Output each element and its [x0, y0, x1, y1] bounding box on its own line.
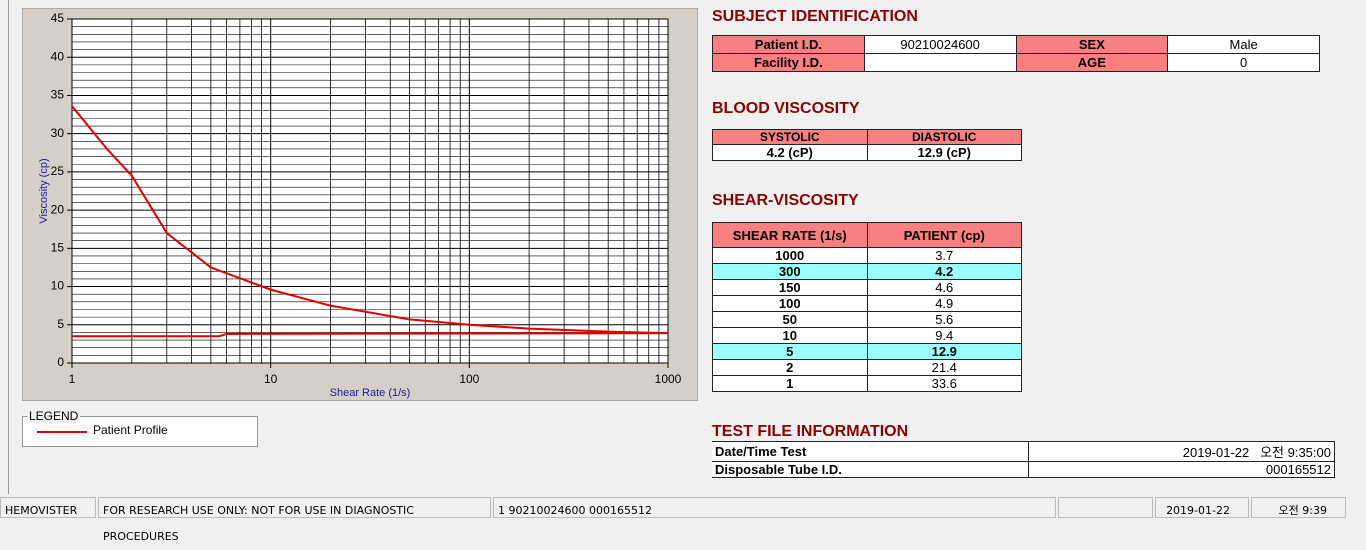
table-cell: 4.6	[866, 279, 1022, 296]
table-row: 100 4.9	[712, 295, 1022, 312]
table-cell: 300	[712, 263, 868, 280]
frame-edge	[8, 0, 9, 494]
plot-area	[72, 19, 668, 363]
x-tick-label: 10	[264, 372, 278, 386]
value-cell: 4.2 (cP)	[712, 144, 868, 161]
field-value: 90210024600	[863, 35, 1017, 54]
x-tick-label: 1000	[655, 372, 682, 386]
section-title: TEST FILE INFORMATION	[712, 423, 909, 440]
subject-table: Patient I.D. 90210024600 SEX Male Facility I…	[712, 35, 1320, 72]
field-label: SEX	[1015, 35, 1169, 54]
field-value: 000165512	[1028, 461, 1335, 478]
y-tick-label: 5	[57, 317, 64, 331]
table-cell: 50	[712, 311, 868, 328]
column-header: SHEAR RATE (1/s)	[712, 222, 868, 248]
status-panel: 오전 9:39	[1251, 497, 1346, 518]
table-row: 5 12.9	[712, 343, 1022, 360]
legend-title: LEGEND	[27, 409, 81, 423]
test-table: Date/Time Test 2019-01-22 오전 9:35:00 Dispo…	[712, 441, 1335, 478]
table-cell: 12.9	[866, 343, 1022, 360]
field-label: Patient I.D.	[712, 35, 865, 54]
field-value	[863, 53, 1017, 72]
page: 0 5 10 15 20 25 30 35 40 45 1 10 100 1000 Shear Rate (…	[0, 0, 1346, 543]
section-title: BLOOD VISCOSITY	[712, 100, 860, 117]
table-cell: 4.9	[866, 295, 1022, 312]
table-row: SHEAR RATE (1/s) PATIENT (cp)	[712, 222, 1022, 248]
y-tick-label: 0	[57, 355, 64, 369]
data-line	[72, 332, 669, 338]
chart: 0 5 10 15 20 25 30 35 40 45 1 10 100 1000 Shear Rate (…	[22, 8, 698, 401]
value-cell: 12.9 (cP)	[866, 144, 1022, 161]
status-panel	[1058, 497, 1153, 518]
table-row: Disposable Tube I.D. 000165512	[712, 461, 1335, 478]
table-cell: 21.4	[866, 359, 1022, 376]
y-tick-label: 15	[51, 241, 65, 255]
table-row: 2 21.4	[712, 359, 1022, 376]
table-row: 10 9.4	[712, 327, 1022, 344]
table-cell: 2	[712, 359, 868, 376]
table-row: 1000 3.7	[712, 247, 1022, 264]
table-row: Facility I.D. AGE 0	[712, 53, 1320, 72]
table-cell: 3.7	[866, 247, 1022, 264]
table-row: 4.2 (cP) 12.9 (cP)	[712, 144, 1022, 161]
y-tick-label: 30	[51, 126, 65, 140]
table-row: Date/Time Test 2019-01-22 오전 9:35:00	[712, 441, 1335, 462]
table-cell: 1000	[712, 247, 868, 264]
table-cell: 4.2	[866, 263, 1022, 280]
status-panel: 1 90210024600 000165512	[493, 497, 1056, 518]
x-tick-label: 1	[69, 372, 76, 386]
field-value: 0	[1167, 53, 1320, 72]
y-tick-label: 45	[51, 11, 65, 25]
table-cell: 10	[712, 327, 868, 344]
table-row: SYSTOLIC DIASTOLIC	[712, 129, 1022, 145]
section-title: SUBJECT IDENTIFICATION	[712, 8, 918, 25]
field-label: Date/Time Test	[712, 441, 1029, 462]
y-tick-label: 20	[51, 202, 65, 216]
column-header: PATIENT (cp)	[866, 222, 1022, 248]
legend: LEGEND Patient Profile	[22, 409, 258, 447]
section-title: SHEAR-VISCOSITY	[712, 192, 859, 209]
y-tick-label: 25	[51, 164, 65, 178]
table-row: Patient I.D. 90210024600 SEX Male	[712, 35, 1320, 54]
table-row: 150 4.6	[712, 279, 1022, 296]
x-tick-label: 100	[459, 372, 479, 386]
status-panel: HEMOVISTER	[0, 497, 96, 518]
legend-label: Patient Profile	[93, 423, 168, 437]
table-cell: 9.4	[866, 327, 1022, 344]
blood-table: SYSTOLIC DIASTOLIC 4.2 (cP) 12.9 (cP)	[712, 129, 1022, 161]
status-panel: FOR RESEARCH USE ONLY: NOT FOR USE IN DI…	[98, 497, 491, 543]
x-axis-label: Shear Rate (1/s)	[330, 387, 411, 399]
table-row: 1 33.6	[712, 375, 1022, 392]
plot-border	[71, 18, 669, 364]
y-tick-label: 40	[51, 49, 65, 63]
table-cell: 150	[712, 279, 868, 296]
table-cell: 5.6	[866, 311, 1022, 328]
y-tick-label: 35	[51, 88, 65, 102]
table-row: 50 5.6	[712, 311, 1022, 328]
field-value: 2019-01-22 오전 9:35:00	[1028, 441, 1335, 462]
field-label: Disposable Tube I.D.	[712, 461, 1029, 478]
data-line	[71, 105, 669, 335]
field-label: AGE	[1015, 53, 1169, 72]
column-header: DIASTOLIC	[866, 129, 1022, 145]
shear-table: SHEAR RATE (1/s) PATIENT (cp) 1000 3.7 300 4.…	[712, 222, 1022, 392]
table-cell: 100	[712, 295, 868, 312]
field-label: Facility I.D.	[712, 53, 865, 72]
legend-swatch	[37, 431, 87, 433]
field-value: Male	[1167, 35, 1320, 54]
table-cell: 33.6	[866, 375, 1022, 392]
column-header: SYSTOLIC	[712, 129, 868, 145]
y-axis-label: Viscosity (cp)	[38, 158, 50, 223]
table-cell: 5	[712, 343, 868, 360]
status-panel: 2019-01-22	[1155, 497, 1249, 518]
table-row: 300 4.2	[712, 263, 1022, 280]
y-tick-label: 10	[51, 279, 65, 293]
table-cell: 1	[712, 375, 868, 392]
